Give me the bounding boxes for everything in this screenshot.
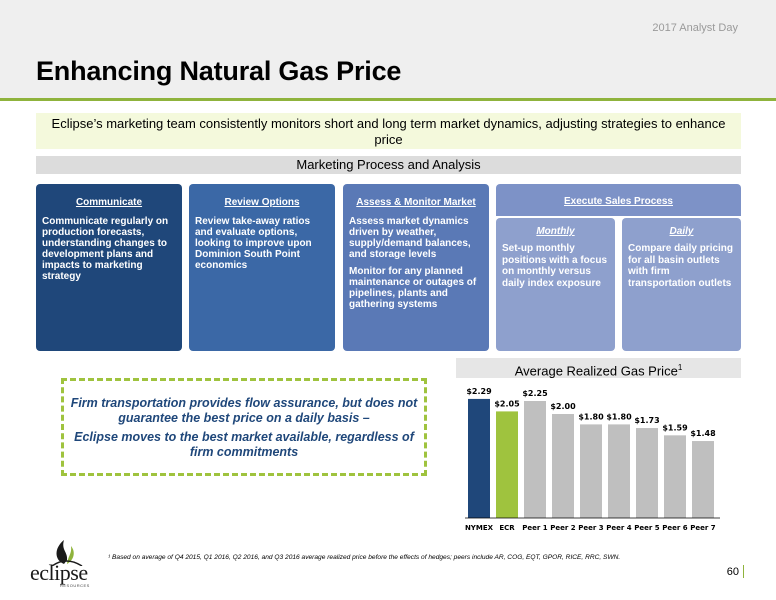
bar-value-label: $1.59 — [662, 423, 688, 432]
callout-text: Eclipse moves to the best market availab… — [74, 430, 414, 459]
lead-statement: Eclipse’s marketing team consistently mo… — [36, 113, 741, 149]
chart-title: Average Realized Gas Price1 — [456, 358, 741, 378]
category-tick-label: Peer 2 — [550, 524, 576, 532]
sub-step-monthly: Monthly Set-up monthly positions with a … — [496, 218, 615, 351]
page-number: 60 — [726, 566, 739, 578]
bar-value-label: $2.05 — [494, 399, 520, 408]
bar-value-label: $2.00 — [550, 402, 576, 411]
page-number-divider — [743, 565, 744, 578]
bar-value-label: $1.48 — [690, 429, 716, 438]
category-tick-label: NYMEX — [465, 524, 494, 532]
bar — [692, 441, 714, 518]
sub-step-title: Daily — [669, 226, 694, 237]
step-body: Assess market dynamics driven by weather… — [343, 216, 489, 310]
chart-title-text: Average Realized Gas Price — [514, 363, 678, 379]
bar — [664, 435, 686, 518]
callout-box: Firm transportation provides flow assura… — [61, 378, 427, 476]
logo-word: eclipse — [30, 560, 88, 585]
category-tick-label: Peer 1 — [522, 524, 548, 532]
eclipse-logo: eclipse RESOURCES — [30, 536, 110, 588]
process-title: Marketing Process and Analysis — [36, 156, 741, 174]
category-tick-label: Peer 3 — [578, 524, 604, 532]
sub-step-title: Monthly — [536, 226, 575, 237]
header-divider — [0, 98, 776, 101]
category-tick-label: Peer 4 — [606, 524, 632, 532]
category-tick-label: ECR — [499, 524, 515, 532]
bar — [608, 424, 630, 518]
bar-value-label: $1.80 — [606, 412, 632, 421]
sub-step-body: Set-up monthly positions with a focus on… — [502, 243, 608, 289]
step-title: Review Options — [224, 197, 300, 208]
bar — [524, 401, 546, 518]
process-step-assess-monitor: Assess & Monitor Market Assess market dy… — [343, 184, 489, 351]
step-title: Communicate — [75, 197, 143, 208]
bar — [552, 414, 574, 518]
process-step-review-options: Review Options Review take-away ratios a… — [189, 184, 335, 351]
bar — [580, 424, 602, 518]
footnote: ¹ Based on average of Q4 2015, Q1 2016, … — [108, 554, 621, 561]
sub-step-daily: Daily Compare daily pricing for all basi… — [622, 218, 741, 351]
step-body: Review take-away ratios and evaluate opt… — [189, 216, 335, 271]
logo-sub: RESOURCES — [60, 583, 90, 588]
category-tick-label: Peer 6 — [662, 524, 688, 532]
footnote-marker: 1 — [677, 363, 683, 372]
bar — [496, 411, 518, 518]
category-tick-label: Peer 7 — [690, 524, 716, 532]
bar — [468, 398, 490, 518]
callout-text: Firm transportation provides flow assura… — [70, 396, 418, 425]
step-body: Communicate regularly on production fore… — [36, 216, 182, 282]
bar-value-label: $1.80 — [578, 412, 604, 421]
process-step-execute-sales: Execute Sales Process — [496, 184, 741, 216]
event-tag: 2017 Analyst Day — [652, 22, 738, 34]
header-band — [0, 0, 776, 98]
bar-value-label: $2.25 — [522, 389, 548, 398]
flame-logo-icon — [51, 540, 83, 566]
sub-step-body: Compare daily pricing for all basin outl… — [628, 243, 734, 289]
bar-value-label: $1.73 — [634, 416, 659, 425]
step-body-text: Communicate regularly on production fore… — [42, 216, 169, 282]
page-title: Enhancing Natural Gas Price — [36, 56, 402, 86]
step-title: Assess & Monitor Market — [356, 197, 476, 208]
bar-chart: $2.29 NYMEX $2.05 ECR $2.25 Peer 1 $2.00 Peer 2… — [465, 387, 720, 532]
bar-value-label: $2.29 — [466, 387, 492, 396]
process-step-communicate: Communicate Communicate regularly on pro… — [36, 184, 182, 351]
bar — [636, 428, 658, 518]
category-tick-label: Peer 5 — [634, 524, 660, 532]
step-body-text: Assess market dynamics driven by weather… — [349, 216, 471, 260]
step-body-text: Monitor for any planned maintenance or o… — [349, 266, 477, 310]
step-body-text: Review take-away ratios and evaluate opt… — [195, 216, 312, 271]
